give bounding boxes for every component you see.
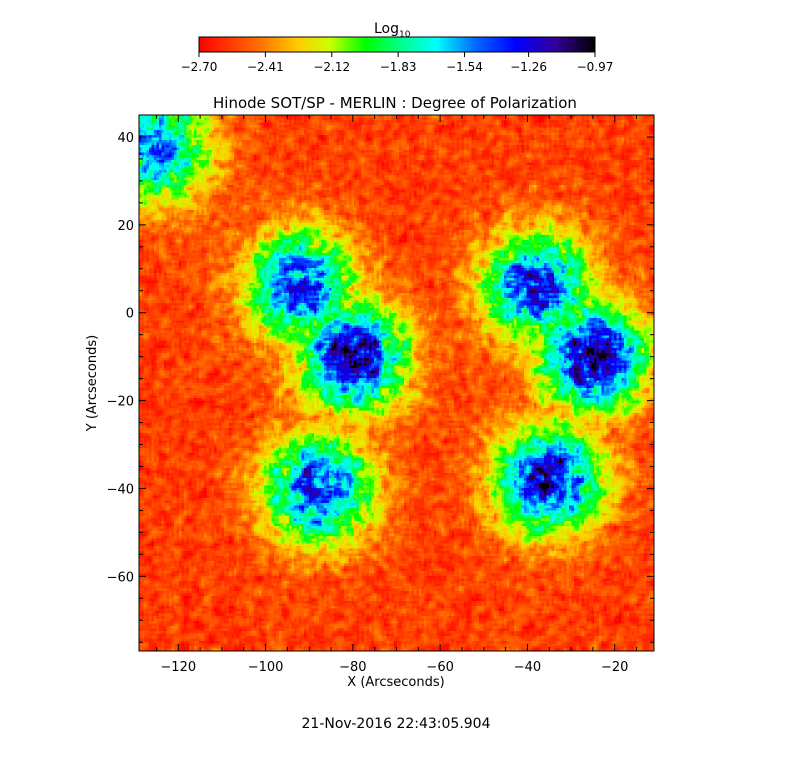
colorbar-ticks: −2.70 −2.41 −2.12 −1.83 −1.54 −1.26 −0.97	[181, 52, 614, 74]
y-tick-label: 0	[126, 307, 134, 322]
colorbar-tick-label: −1.54	[446, 60, 483, 74]
x-tick-label: −120	[160, 660, 196, 675]
colorbar-tick-label: −2.70	[181, 60, 218, 74]
colorbar-label-main: Log	[374, 21, 399, 37]
y-tick-label: −20	[107, 395, 134, 410]
chart-title: Hinode SOT/SP - MERLIN : Degree of Polar…	[213, 94, 577, 112]
x-tick-label: −40	[514, 660, 541, 675]
colorbar-tick-label: −1.26	[510, 60, 547, 74]
plot-area: −120 −100 −80 −60 −40 −20 40 20 0 −20 −40 −60 X (A…	[85, 114, 655, 690]
colorbar-label-sub: 10	[399, 30, 411, 40]
y-tick-label: 40	[117, 131, 134, 146]
x-axis-ticks: −120 −100 −80 −60 −40 −20	[155, 115, 638, 675]
colorbar-tick-label: −2.12	[313, 60, 350, 74]
colorbar-gradient	[198, 36, 596, 53]
colorbar-label: Log10	[374, 21, 411, 40]
x-axis-label: X (Arcseconds)	[347, 675, 444, 690]
colorbar: Log10 −2.70 −2.41 −2.12 −1.83 −1.54 −1.26 −0.9…	[181, 21, 614, 74]
y-tick-label: −40	[107, 482, 134, 497]
y-axis-label: Y (Arcseconds)	[85, 335, 100, 432]
x-tick-label: −20	[601, 660, 628, 675]
y-tick-label: 20	[117, 219, 134, 234]
x-tick-label: −100	[248, 660, 284, 675]
colorbar-tick-label: −1.83	[380, 60, 417, 74]
y-axis-ticks: 40 20 0 −20 −40 −60	[107, 114, 654, 643]
heatmap-image	[139, 115, 654, 651]
colorbar-tick-label: −2.41	[247, 60, 284, 74]
colorbar-tick-label: −0.97	[577, 60, 614, 74]
y-tick-label: −60	[107, 570, 134, 585]
x-tick-label: −60	[426, 660, 453, 675]
timestamp: 21-Nov-2016 22:43:05.904	[302, 716, 491, 732]
x-tick-label: −80	[339, 660, 366, 675]
